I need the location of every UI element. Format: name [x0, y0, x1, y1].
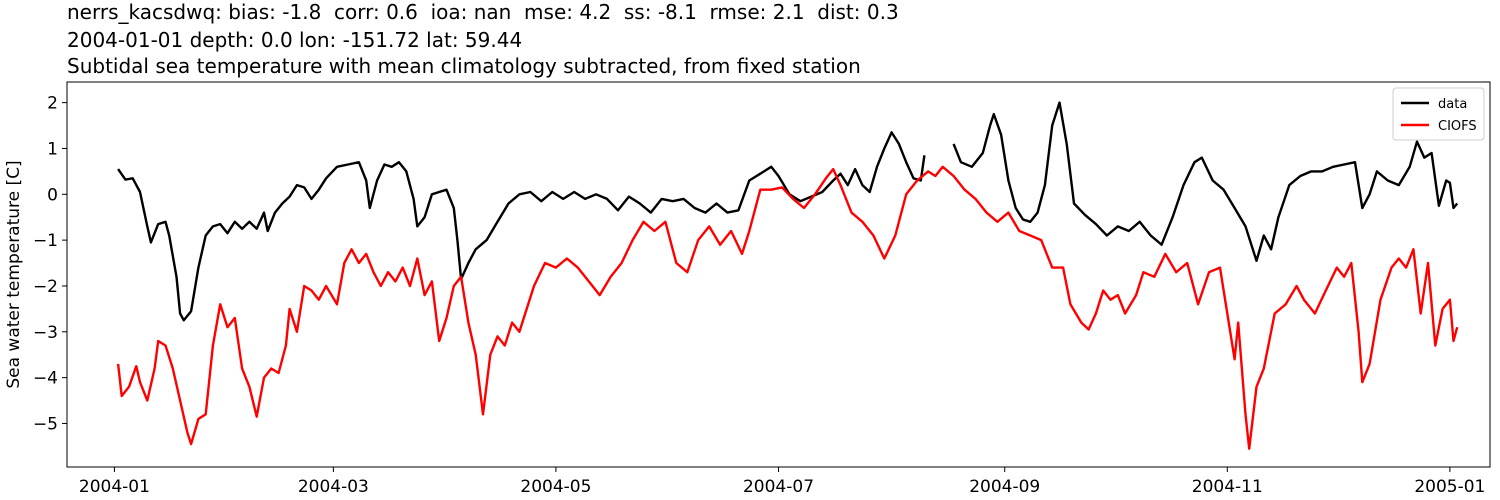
- x-tick-label: 2004-09: [969, 477, 1040, 497]
- y-axis-label: Sea water temperature [C]: [4, 160, 24, 388]
- legend-label: data: [1438, 97, 1467, 112]
- y-tick-label: 0: [47, 185, 58, 205]
- series-line-1: [952, 101, 1459, 262]
- y-tick-label: −3: [33, 323, 58, 343]
- y-tick-label: −4: [33, 369, 58, 389]
- title-line-metrics: nerrs_kacsdwq: bias: -1.8 corr: 0.6 ioa:…: [67, 0, 899, 24]
- x-tick-label: 2004-01: [79, 477, 150, 497]
- y-tick-label: −2: [33, 277, 58, 297]
- y-tick-label: 1: [47, 139, 58, 159]
- plot-area: [116, 101, 1459, 450]
- x-axis: 2004-01 2004-03 2004-05 2004-07 2004-09 2004-…: [79, 467, 1485, 497]
- legend: data CIOFS: [1392, 87, 1485, 141]
- x-tick-label: 2004-03: [298, 477, 369, 497]
- series-line-2: [116, 165, 1459, 450]
- y-tick-label: 2: [47, 94, 58, 114]
- y-tick-label: −5: [33, 414, 58, 434]
- x-tick-label: 2005-01: [1414, 477, 1485, 497]
- title-line-location: 2004-01-01 depth: 0.0 lon: -151.72 lat: …: [67, 28, 523, 52]
- x-tick-label: 2004-07: [743, 477, 814, 497]
- legend-label: CIOFS: [1438, 119, 1477, 134]
- legend-box: [1392, 87, 1485, 141]
- axes-frame: [66, 81, 1491, 468]
- x-tick-label: 2004-05: [520, 477, 591, 497]
- title-line-description: Subtidal sea temperature with mean clima…: [67, 54, 861, 78]
- y-axis: 2 1 0 −1 −2 −3 −4 −5: [33, 94, 67, 434]
- x-tick-label: 2004-11: [1192, 477, 1263, 497]
- series-line-0: [117, 131, 926, 322]
- y-tick-label: −1: [33, 231, 58, 251]
